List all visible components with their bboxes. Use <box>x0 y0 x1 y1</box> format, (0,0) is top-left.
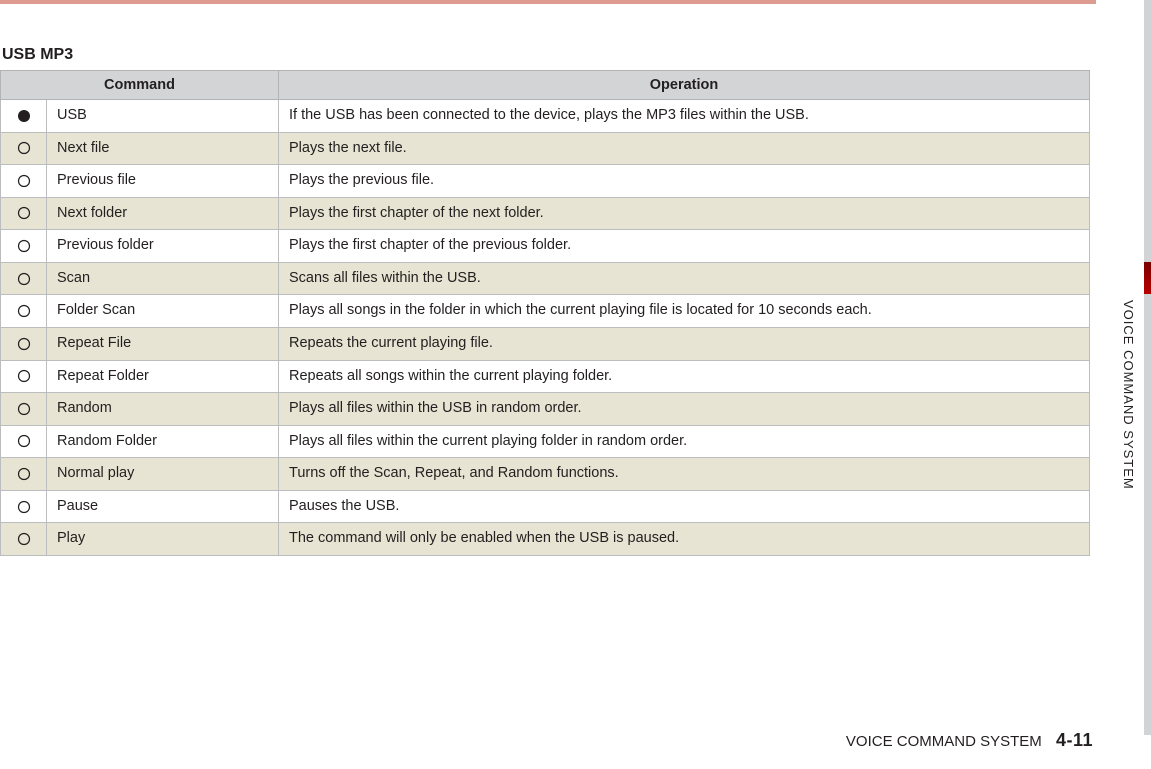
command-cell: Next file <box>47 132 279 165</box>
hollow-circle-icon <box>1 230 47 263</box>
table-row: RandomPlays all files within the USB in … <box>1 393 1090 426</box>
operation-cell: Plays all songs in the folder in which t… <box>279 295 1090 328</box>
footer-section: VOICE COMMAND SYSTEM <box>846 733 1042 750</box>
side-tab-marker <box>1144 262 1151 294</box>
operation-cell: Repeats all songs within the current pla… <box>279 360 1090 393</box>
hollow-circle-icon <box>1 132 47 165</box>
footer-page-number: 4-11 <box>1056 730 1093 750</box>
operation-cell: Scans all files within the USB. <box>279 262 1090 295</box>
hollow-circle-icon <box>1 197 47 230</box>
section-title: USB MP3 <box>0 46 1096 64</box>
table-row: Repeat FolderRepeats all songs within th… <box>1 360 1090 393</box>
command-cell: Previous folder <box>47 230 279 263</box>
table-row: USBIf the USB has been connected to the … <box>1 100 1090 133</box>
operation-cell: Turns off the Scan, Repeat, and Random f… <box>279 458 1090 491</box>
operation-cell: Plays the previous file. <box>279 165 1090 198</box>
command-cell: Folder Scan <box>47 295 279 328</box>
command-cell: Pause <box>47 490 279 523</box>
header-operation: Operation <box>279 71 1090 100</box>
hollow-circle-icon <box>1 327 47 360</box>
page-content: USB MP3 Command Operation USBIf the USB … <box>0 0 1096 769</box>
hollow-circle-icon <box>1 523 47 556</box>
hollow-circle-icon <box>1 425 47 458</box>
table-row: Random FolderPlays all files within the … <box>1 425 1090 458</box>
command-cell: Play <box>47 523 279 556</box>
command-cell: Normal play <box>47 458 279 491</box>
command-cell: USB <box>47 100 279 133</box>
command-cell: Random <box>47 393 279 426</box>
page-footer: VOICE COMMAND SYSTEM 4-11 <box>846 730 1093 751</box>
filled-circle-icon <box>1 100 47 133</box>
table-row: Next folderPlays the first chapter of th… <box>1 197 1090 230</box>
command-cell: Repeat Folder <box>47 360 279 393</box>
command-cell: Repeat File <box>47 327 279 360</box>
operation-cell: Pauses the USB. <box>279 490 1090 523</box>
hollow-circle-icon <box>1 360 47 393</box>
side-bar <box>1144 0 1151 735</box>
table-row: Normal playTurns off the Scan, Repeat, a… <box>1 458 1090 491</box>
table-row: ScanScans all files within the USB. <box>1 262 1090 295</box>
operation-cell: If the USB has been connected to the dev… <box>279 100 1090 133</box>
operation-cell: Plays the first chapter of the next fold… <box>279 197 1090 230</box>
operation-cell: Plays all files within the USB in random… <box>279 393 1090 426</box>
hollow-circle-icon <box>1 393 47 426</box>
hollow-circle-icon <box>1 458 47 491</box>
table-header-row: Command Operation <box>1 71 1090 100</box>
command-table: Command Operation USBIf the USB has been… <box>0 70 1090 556</box>
operation-cell: Repeats the current playing file. <box>279 327 1090 360</box>
command-cell: Scan <box>47 262 279 295</box>
table-row: PausePauses the USB. <box>1 490 1090 523</box>
table-row: Previous filePlays the previous file. <box>1 165 1090 198</box>
command-cell: Random Folder <box>47 425 279 458</box>
operation-cell: Plays the first chapter of the previous … <box>279 230 1090 263</box>
hollow-circle-icon <box>1 262 47 295</box>
table-row: Next filePlays the next file. <box>1 132 1090 165</box>
table-row: Previous folderPlays the first chapter o… <box>1 230 1090 263</box>
operation-cell: Plays all files within the current playi… <box>279 425 1090 458</box>
table-row: Folder ScanPlays all songs in the folder… <box>1 295 1090 328</box>
operation-cell: Plays the next file. <box>279 132 1090 165</box>
hollow-circle-icon <box>1 295 47 328</box>
operation-cell: The command will only be enabled when th… <box>279 523 1090 556</box>
command-cell: Next folder <box>47 197 279 230</box>
side-tab-label: VOICE COMMAND SYSTEM <box>1121 300 1136 490</box>
command-cell: Previous file <box>47 165 279 198</box>
hollow-circle-icon <box>1 490 47 523</box>
table-row: PlayThe command will only be enabled whe… <box>1 523 1090 556</box>
hollow-circle-icon <box>1 165 47 198</box>
header-command: Command <box>1 71 279 100</box>
table-row: Repeat FileRepeats the current playing f… <box>1 327 1090 360</box>
side-tab: VOICE COMMAND SYSTEM <box>1096 0 1151 735</box>
